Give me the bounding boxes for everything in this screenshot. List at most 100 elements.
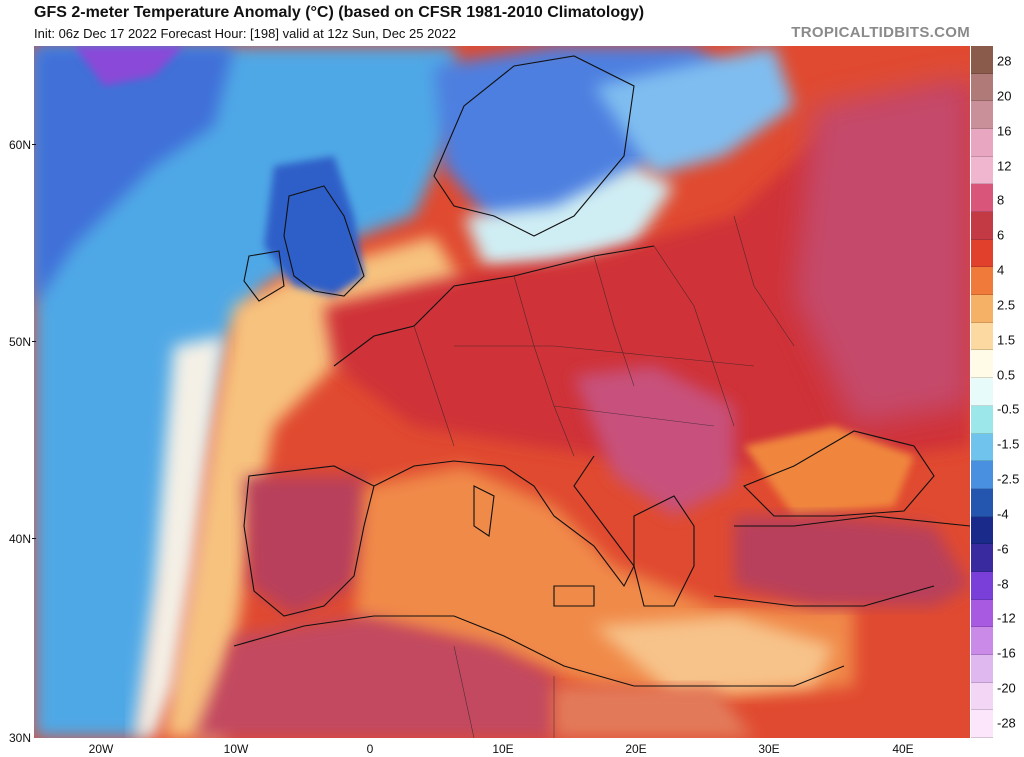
turkey-north-coast (734, 515, 970, 527)
color-scale-label: 20 (997, 88, 1012, 104)
lat-tick (32, 341, 36, 342)
color-scale-segment (971, 46, 993, 74)
lon-label-40e: 40E (892, 742, 914, 756)
color-scale-label: -4 (997, 506, 1009, 522)
color-scale-label: 6 (997, 227, 1005, 243)
border-2 (513, 275, 575, 457)
border-4 (653, 245, 735, 427)
lon-label-0: 0 (366, 742, 374, 756)
lon-label-10w: 10W (223, 742, 249, 756)
color-scale-label: 0.5 (997, 367, 1016, 383)
color-scale-label: -2.5 (997, 471, 1020, 487)
color-scale-label: -6 (997, 541, 1009, 557)
color-scale-segment (971, 322, 993, 351)
color-scale-label: 2.5 (997, 297, 1016, 313)
color-scale-segment (971, 599, 993, 628)
corsica-sardinia-coast (473, 485, 495, 537)
color-scale-label: -16 (997, 645, 1016, 661)
color-scale-label: -28 (997, 715, 1016, 731)
lon-label-20e: 20E (625, 742, 647, 756)
color-scale-segment (971, 350, 993, 379)
color-scale-segment (971, 544, 993, 572)
lat-label-50n: 50N (8, 335, 31, 349)
color-scale-label: -12 (997, 610, 1016, 626)
map-title: GFS 2-meter Temperature Anomaly (°C) (ba… (34, 4, 645, 21)
arctic-purple-region (74, 46, 184, 86)
british-isles-cold-region (264, 156, 364, 296)
sicily-coast (553, 585, 595, 607)
turkey-south-coast (713, 585, 935, 607)
russia-hot-region (794, 76, 970, 426)
baltic-neutral-region (464, 166, 674, 266)
border-8 (453, 645, 475, 738)
color-scale-label: -20 (997, 680, 1016, 696)
ireland-coast (243, 250, 285, 302)
map-canvas (34, 46, 970, 738)
north-africa-hot-region (194, 616, 554, 738)
lat-tick (32, 144, 36, 145)
color-scale-label: 16 (997, 123, 1012, 139)
color-scale-bar (971, 46, 993, 738)
border-5 (733, 215, 795, 347)
color-scale-segment (971, 156, 993, 185)
color-scale-segment (971, 378, 993, 406)
lat-label-60n: 60N (8, 138, 31, 152)
color-scale-segment (971, 488, 993, 517)
eastern-med-pale-region (594, 616, 834, 696)
black-sea-region (744, 426, 914, 516)
balkans-hot-region (574, 366, 734, 516)
color-scale-segment (971, 405, 993, 434)
color-scale-segment (971, 101, 993, 130)
lat-label-30n: 30N (8, 731, 31, 745)
color-scale-label: 8 (997, 192, 1005, 208)
italy-coast (373, 455, 635, 588)
color-scale-segment (971, 461, 993, 489)
iberia-hot-region (244, 476, 374, 616)
color-scale-segment (971, 295, 993, 323)
country-borders (413, 215, 795, 738)
color-scale-segment (971, 212, 993, 240)
libya-warm-region (554, 686, 754, 738)
color-scale-label: 12 (997, 158, 1012, 174)
scandinavia-coast (433, 55, 635, 237)
lat-tick (32, 538, 36, 539)
deep-cold-region (34, 46, 234, 306)
color-scale-segment (971, 267, 993, 296)
atlantic-cold-region (34, 46, 464, 738)
color-scale-segment (971, 627, 993, 655)
color-scale-label: 1.5 (997, 332, 1016, 348)
black-sea-coast (743, 430, 935, 517)
greece-coast (633, 495, 695, 607)
neutral-band (134, 336, 224, 738)
color-scale-segment (971, 654, 993, 683)
lon-label-20w: 20W (88, 742, 114, 756)
lon-label-10e: 10E (492, 742, 514, 756)
pale-transition-band (164, 236, 464, 738)
color-scale-segment (971, 184, 993, 213)
source-watermark: TROPICALTIDBITS.COM (791, 24, 970, 41)
map-subtitle: Init: 06z Dec 17 2022 Forecast Hour: [19… (34, 26, 457, 41)
great-britain-coast (283, 185, 365, 297)
border-3 (593, 255, 635, 387)
color-scale-label: -8 (997, 576, 1009, 592)
border-7 (553, 405, 715, 427)
color-scale-segment (971, 710, 993, 738)
color-scale-label: 4 (997, 262, 1005, 278)
north-africa-coast (233, 615, 845, 687)
iberia-coast (243, 465, 375, 617)
finland-cool-region (594, 46, 794, 176)
border-6 (454, 345, 755, 367)
lon-label-30e: 30E (758, 742, 780, 756)
color-scale-segment (971, 239, 993, 268)
color-scale-segment (971, 516, 993, 545)
color-scale-segment (971, 433, 993, 462)
color-scale-segment (971, 682, 993, 711)
temperature-anomaly-map (34, 46, 970, 738)
lat-label-40n: 40N (8, 532, 31, 546)
color-scale-segment (971, 129, 993, 157)
coastlines (233, 55, 970, 687)
border-1 (413, 325, 455, 447)
color-scale-segment (971, 73, 993, 102)
color-scale-segment (971, 571, 993, 600)
color-scale-label: -1.5 (997, 436, 1020, 452)
